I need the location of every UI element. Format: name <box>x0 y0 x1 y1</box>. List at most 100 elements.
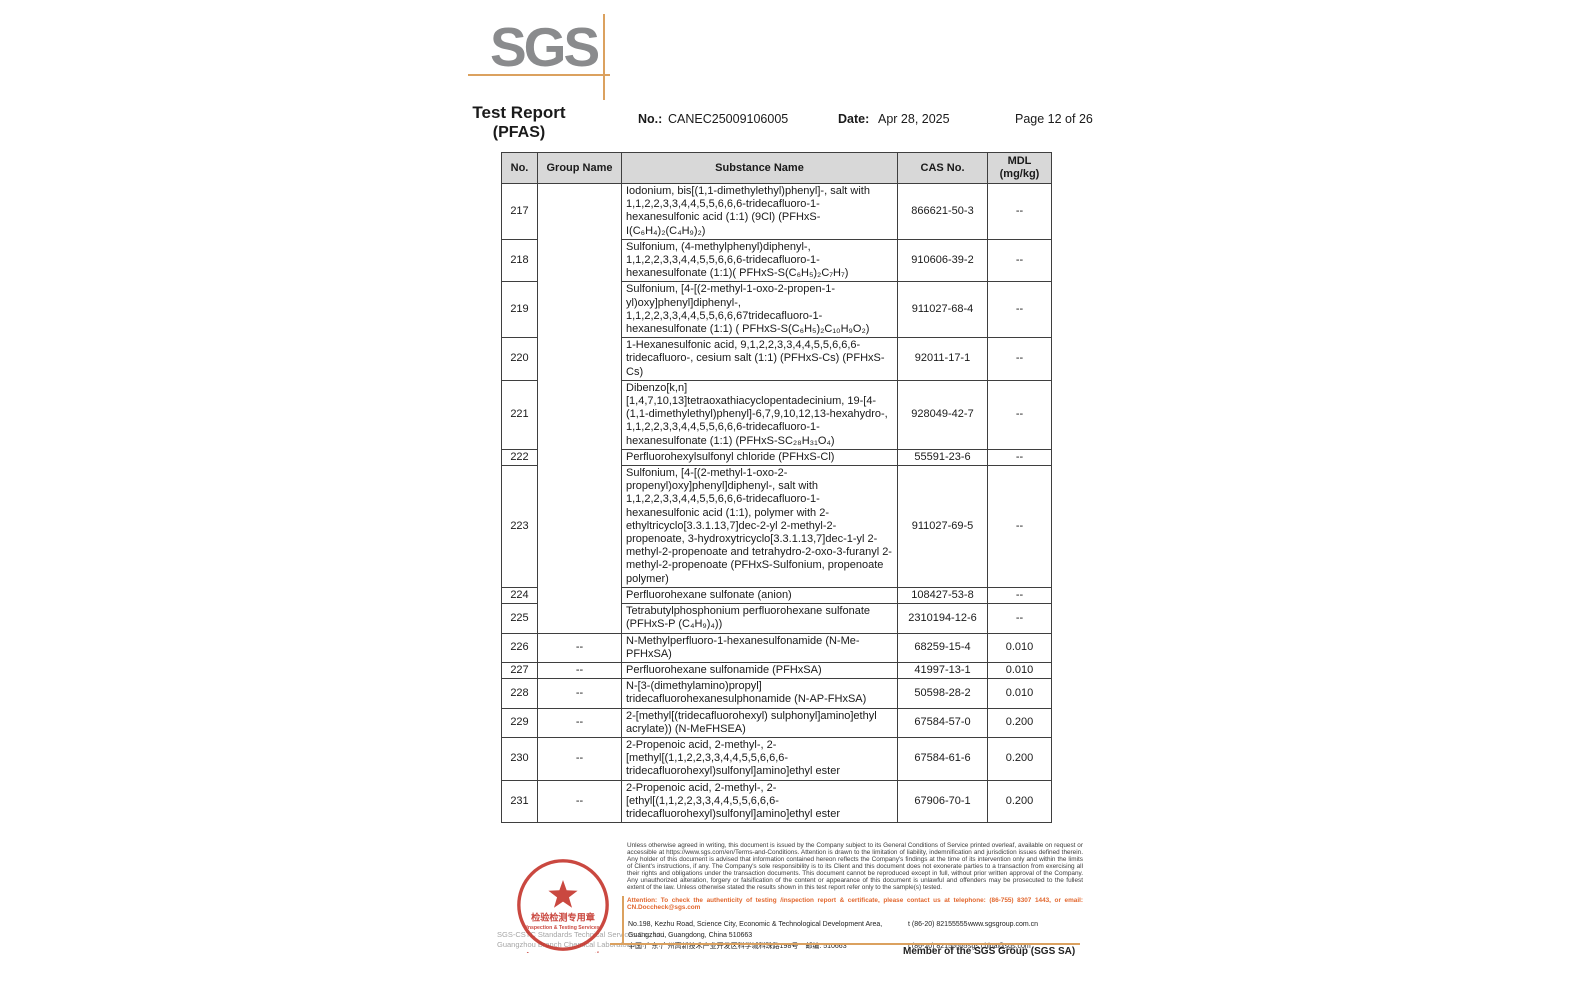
col-header-no: No. <box>501 152 538 184</box>
cell-cas: 2310194-12-6 <box>897 603 988 634</box>
report-subtitle: (PFAS) <box>492 124 546 141</box>
cell-mdl: -- <box>987 281 1052 339</box>
stamp-ring <box>517 859 609 951</box>
cell-substance: N-Methylperfluoro-1-hexanesulfonamide (N… <box>621 632 898 663</box>
stamp-ring-text: 通标标准技术服务有限公司广州分公司 <box>516 951 609 953</box>
phone-2: t (86-20) 82155555 <box>908 943 968 950</box>
cell-no: 226 <box>501 632 538 663</box>
cell-no: 222 <box>501 448 538 467</box>
report-no-value: CANEC25009106005 <box>668 112 789 126</box>
cell-mdl: 0.010 <box>987 661 1052 680</box>
cell-cas: 67584-61-6 <box>897 736 988 781</box>
cell-no: 230 <box>501 736 538 781</box>
cell-mdl: -- <box>987 379 1052 450</box>
col-header-mdl-line2: (mg/kg) <box>999 168 1040 180</box>
cell-substance: Sulfonium, (4-methylphenyl)diphenyl-, 1,… <box>621 238 898 283</box>
cell-mdl: 0.200 <box>987 707 1052 738</box>
address-english: No.198, Kezhu Road, Science City, Econom… <box>628 921 883 939</box>
stamp-center-english: Inspection & Testing Services <box>526 925 599 931</box>
report-title: Test Report <box>472 103 566 122</box>
col-header-group: Group Name <box>537 152 622 184</box>
cell-mdl: -- <box>987 337 1052 381</box>
cell-substance: 2-Propenoic acid, 2-methyl-, 2-[methyl[(… <box>621 736 898 781</box>
cell-substance: Iodonium, bis[(1,1-dimethylethyl)phenyl]… <box>621 183 898 240</box>
cell-cas: 866621-50-3 <box>897 183 988 240</box>
table-row: 227 -- Perfluorohexane sulfonamide (PFHx… <box>501 661 1052 680</box>
cell-cas: 67584-57-0 <box>897 707 988 738</box>
cell-no: 227 <box>501 661 538 680</box>
address-block: No.198, Kezhu Road, Science City, Econom… <box>628 919 1080 952</box>
cell-cas: 928049-42-7 <box>897 379 988 450</box>
svg-text:通标标准技术服务有限公司广州分公司: 通标标准技术服务有限公司广州分公司 <box>516 951 609 953</box>
table-row: 221 Dibenzo[k,n][1,4,7,10,13]tetraoxathi… <box>501 379 1052 450</box>
legal-disclaimer: Unless otherwise agreed in writing, this… <box>627 842 1083 891</box>
cell-substance: 1-Hexanesulfonic acid, 9,1,2,2,3,3,4,4,5… <box>621 337 898 381</box>
email: sgs.china@sgs.com <box>968 943 1031 950</box>
cell-mdl: -- <box>987 465 1052 588</box>
cell-no: 229 <box>501 707 538 738</box>
substances-table: No. Group Name Substance Name CAS No. MD… <box>501 152 1052 824</box>
col-header-mdl-line1: MDL <box>1007 155 1032 167</box>
table-row: 217 Iodonium, bis[(1,1-dimethylethyl)phe… <box>501 183 1052 634</box>
cell-group-merged <box>537 183 622 634</box>
stamp-center-chinese: 检验检测专用章 <box>531 911 595 922</box>
cell-cas: 92011-17-1 <box>897 337 988 381</box>
cell-group: -- <box>537 632 622 663</box>
cell-mdl: 0.010 <box>987 678 1052 709</box>
table-row: 231 -- 2-Propenoic acid, 2-methyl-, 2-[e… <box>501 779 1052 824</box>
table-row: 229 -- 2-[methyl[(tridecafluorohexyl) su… <box>501 707 1052 738</box>
cell-cas: 67906-70-1 <box>897 779 988 824</box>
cell-substance: 2-Propenoic acid, 2-methyl-, 2-[ethyl[(1… <box>621 779 898 824</box>
table-row: 220 1-Hexanesulfonic acid, 9,1,2,2,3,3,4… <box>501 337 1052 381</box>
cell-no: 223 <box>501 465 538 588</box>
footer-vertical-divider <box>622 896 624 943</box>
address-row-chinese: 中国·广东·广州高新技术产业开发区科学城科珠路198号 邮编: 510663 t… <box>628 941 1080 952</box>
col-header-substance: Substance Name <box>621 152 898 184</box>
cell-substance: Perfluorohexylsulfonyl chloride (PFHxS-C… <box>621 448 898 467</box>
cell-substance: Dibenzo[k,n][1,4,7,10,13]tetraoxathiacyc… <box>621 379 898 450</box>
stamp-star-icon <box>548 880 578 908</box>
cell-cas: 108427-53-8 <box>897 586 988 605</box>
phone-1: t (86-20) 82155555 <box>908 921 968 928</box>
col-header-cas: CAS No. <box>897 152 988 184</box>
cell-cas: 911027-69-5 <box>897 465 988 588</box>
company-name-line1: SGS-CSTC Standards Technical Services Co… <box>497 930 667 939</box>
cell-mdl: -- <box>987 586 1052 605</box>
table-row: 219 Sulfonium, [4-[(2-methyl-1-oxo-2-pro… <box>501 281 1052 339</box>
cell-cas: 68259-15-4 <box>897 632 988 663</box>
cell-cas: 41997-13-1 <box>897 661 988 680</box>
cell-no: 224 <box>501 586 538 605</box>
inspection-stamp: 通标标准技术服务有限公司广州分公司 检验检测专用章 Inspection & T… <box>516 859 609 953</box>
company-name-line2: Guangzhou Branch Chemical Laboratory. <box>497 939 635 949</box>
cell-group: -- <box>537 661 622 680</box>
address-chinese: 中国·广东·广州高新技术产业开发区科学城科珠路198号 邮编: 510663 <box>628 943 847 950</box>
cell-no: 218 <box>501 238 538 283</box>
table-row: 222 Perfluorohexylsulfonyl chloride (PFH… <box>501 448 1052 467</box>
cell-substance: Perfluorohexane sulfonate (anion) <box>621 586 898 605</box>
cell-mdl: -- <box>987 183 1052 240</box>
cell-cas: 50598-28-2 <box>897 678 988 709</box>
table-row: 230 -- 2-Propenoic acid, 2-methyl-, 2-[m… <box>501 736 1052 781</box>
cell-substance: N-[3-(dimethylamino)propyl] tridecafluor… <box>621 678 898 709</box>
cell-mdl: -- <box>987 448 1052 467</box>
table-header-row: No. Group Name Substance Name CAS No. MD… <box>501 152 1052 184</box>
cell-group: -- <box>537 779 622 824</box>
cell-mdl: -- <box>987 603 1052 634</box>
logo-crosshair-vertical-line <box>603 14 605 100</box>
address-row-english: No.198, Kezhu Road, Science City, Econom… <box>628 919 1080 941</box>
cell-group: -- <box>537 678 622 709</box>
footer-horizontal-divider <box>610 943 1080 945</box>
cell-substance: Sulfonium, [4-[(2-methyl-1-oxo-2-propeny… <box>621 465 898 588</box>
cell-group: -- <box>537 707 622 738</box>
cell-substance: Tetrabutylphosphonium perfluorohexane su… <box>621 603 898 634</box>
cell-mdl: -- <box>987 238 1052 283</box>
attention-notice: Attention: To check the authenticity of … <box>627 897 1083 911</box>
cell-cas: 910606-39-2 <box>897 238 988 283</box>
cell-no: 219 <box>501 281 538 339</box>
report-title-block: Test Report (PFAS) <box>462 103 576 142</box>
cell-no: 228 <box>501 678 538 709</box>
website: www.sgsgroup.com.cn <box>968 921 1039 928</box>
cell-cas: 55591-23-6 <box>897 448 988 467</box>
cell-no: 221 <box>501 379 538 450</box>
cell-mdl: 0.200 <box>987 779 1052 824</box>
